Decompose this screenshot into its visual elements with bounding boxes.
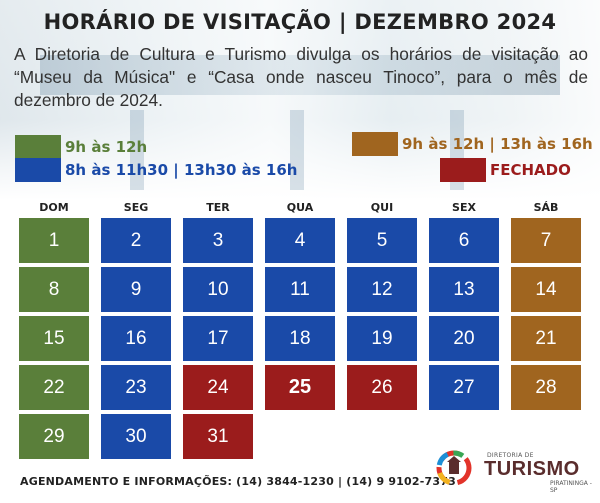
- footer-contact: AGENDAMENTO E INFORMAÇÕES: (14) 3844-123…: [20, 475, 456, 488]
- legend-orange: 9h às 12h | 13h às 16h: [352, 132, 593, 156]
- weekday-qui: QUI: [370, 201, 394, 214]
- weekday-header: DOM SEG TER QUA QUI SEX SÁB: [0, 201, 600, 217]
- intro-text: A Diretoria de Cultura e Turismo divulga…: [14, 44, 588, 110]
- calendar-day-19: 19: [347, 316, 417, 361]
- calendar-day-3: 3: [183, 218, 253, 263]
- logo-small-text: DIRETORIA DE: [487, 452, 534, 459]
- legend-swatch-orange: [352, 132, 398, 156]
- weekday-dom: DOM: [39, 201, 69, 214]
- logo-subtitle: PIRATININGA - SP: [550, 480, 592, 494]
- background-roof: [40, 55, 560, 95]
- calendar-day-21: 21: [511, 316, 581, 361]
- calendar-day-24: 24: [183, 365, 253, 410]
- legend-label-green: 9h às 12h: [65, 138, 148, 156]
- calendar-day-22: 22: [19, 365, 89, 410]
- calendar-day-20: 20: [429, 316, 499, 361]
- calendar-day-28: 28: [511, 365, 581, 410]
- weekday-sáb: SÁB: [533, 201, 559, 214]
- calendar-day-7: 7: [511, 218, 581, 263]
- calendar-day-26: 26: [347, 365, 417, 410]
- calendar-day-30: 30: [101, 414, 171, 459]
- calendar-day-23: 23: [101, 365, 171, 410]
- calendar-day-31: 31: [183, 414, 253, 459]
- legend-label-orange: 9h às 12h | 13h às 16h: [402, 135, 593, 153]
- calendar-day-6: 6: [429, 218, 499, 263]
- calendar-day-5: 5: [347, 218, 417, 263]
- legend-swatch-red: [440, 158, 486, 182]
- legend-red: FECHADO: [440, 158, 571, 182]
- calendar-day-8: 8: [19, 267, 89, 312]
- logo-title: TURISMO: [484, 458, 580, 480]
- legend-green: 9h às 12h: [15, 135, 147, 159]
- background-pillar: [290, 110, 304, 190]
- legend-label-blue: 8h às 11h30 | 13h30 às 16h: [65, 161, 298, 179]
- turismo-logo: DIRETORIA DE TURISMO PIRATININGA - SP: [432, 448, 592, 494]
- calendar-day-12: 12: [347, 267, 417, 312]
- background-pillar: [130, 110, 144, 190]
- page-title: HORÁRIO DE VISITAÇÃO | DEZEMBRO 2024: [43, 10, 557, 34]
- calendar-day-13: 13: [429, 267, 499, 312]
- calendar-day-29: 29: [19, 414, 89, 459]
- calendar-day-11: 11: [265, 267, 335, 312]
- calendar-day-10: 10: [183, 267, 253, 312]
- calendar-day-9: 9: [101, 267, 171, 312]
- weekday-seg: SEG: [123, 201, 149, 214]
- logo-emblem-icon: [436, 450, 472, 486]
- legend-blue: 8h às 11h30 | 13h30 às 16h: [15, 158, 297, 182]
- calendar-day-25: 25: [265, 365, 335, 410]
- calendar-day-16: 16: [101, 316, 171, 361]
- calendar-day-18: 18: [265, 316, 335, 361]
- weekday-sex: SEX: [452, 201, 476, 214]
- weekday-ter: TER: [206, 201, 230, 214]
- background-photo: [0, 0, 600, 200]
- calendar-day-2: 2: [101, 218, 171, 263]
- calendar-day-17: 17: [183, 316, 253, 361]
- calendar-day-14: 14: [511, 267, 581, 312]
- calendar-day-27: 27: [429, 365, 499, 410]
- calendar-day-4: 4: [265, 218, 335, 263]
- calendar-day-1: 1: [19, 218, 89, 263]
- legend-swatch-blue: [15, 158, 61, 182]
- weekday-qua: QUA: [286, 201, 314, 214]
- calendar-day-15: 15: [19, 316, 89, 361]
- legend-label-red: FECHADO: [490, 161, 571, 179]
- legend-swatch-green: [15, 135, 61, 159]
